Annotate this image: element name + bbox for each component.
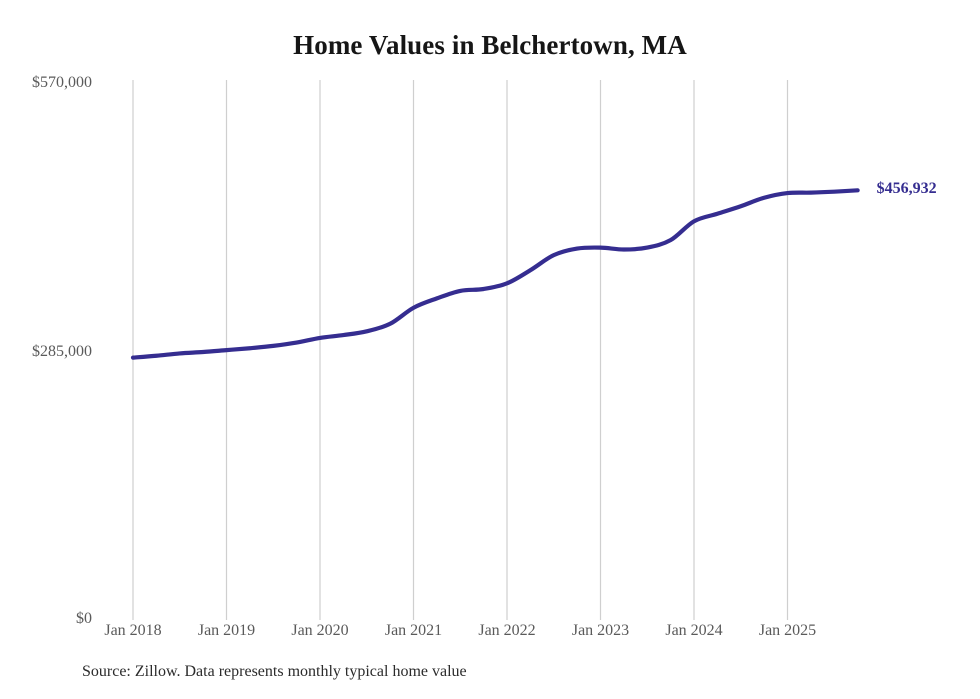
y-axis-tick-top: $570,000 bbox=[32, 74, 92, 91]
source-note: Source: Zillow. Data represents monthly … bbox=[82, 663, 467, 680]
x-axis-tick-label: Jan 2023 bbox=[571, 622, 630, 639]
x-axis-tick-label: Jan 2021 bbox=[384, 622, 443, 639]
x-axis-tick-label: Jan 2020 bbox=[291, 622, 349, 639]
page-title: Home Values in Belchertown, MA bbox=[293, 30, 687, 60]
x-axis-tick-label: Jan 2022 bbox=[478, 622, 536, 639]
end-point-value-label: $456,932 bbox=[876, 180, 937, 198]
x-axis-tick-label: Jan 2024 bbox=[665, 622, 723, 639]
x-axis-tick-label: Jan 2025 bbox=[758, 622, 817, 639]
y-axis-tick-mid: $285,000 bbox=[32, 343, 92, 360]
x-axis-tick-label: Jan 2019 bbox=[197, 622, 256, 639]
data-series-line bbox=[130, 188, 860, 360]
x-axis-tick-label: Jan 2018 bbox=[104, 622, 162, 639]
y-axis-tick-zero: $0 bbox=[76, 610, 92, 627]
